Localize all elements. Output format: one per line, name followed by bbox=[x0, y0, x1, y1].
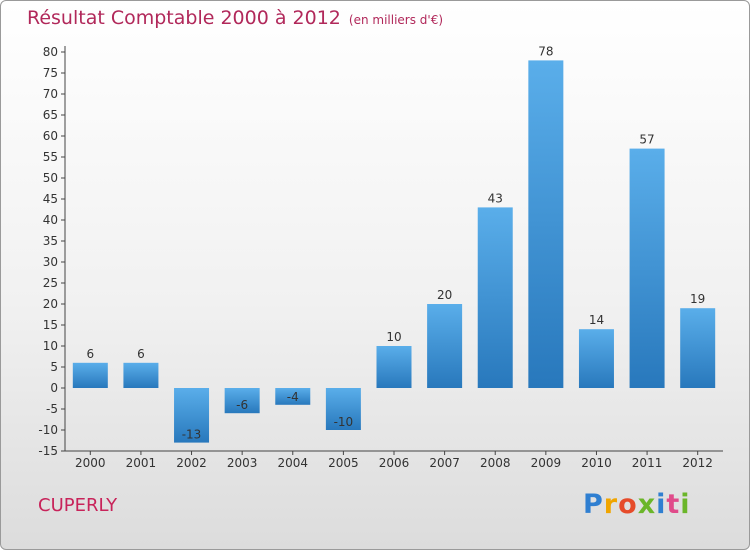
data-label: 43 bbox=[488, 191, 503, 205]
y-tick-label: 65 bbox=[43, 108, 58, 122]
data-label: -10 bbox=[334, 415, 354, 429]
x-tick-label: 2007 bbox=[429, 456, 460, 470]
bar bbox=[72, 362, 108, 388]
town-name: CUPERLY bbox=[38, 495, 118, 516]
y-tick-label: 75 bbox=[43, 66, 58, 80]
logo-letter: i bbox=[656, 489, 667, 520]
x-tick-label: 2010 bbox=[581, 456, 612, 470]
y-tick-label: 40 bbox=[43, 213, 58, 227]
chart-title-main: Résultat Comptable 2000 à 2012 bbox=[27, 7, 341, 29]
y-tick-label: 15 bbox=[43, 318, 58, 332]
x-tick-label: 2009 bbox=[531, 456, 562, 470]
data-label: -13 bbox=[182, 428, 202, 442]
bar bbox=[528, 60, 564, 389]
y-tick-label: 55 bbox=[43, 150, 58, 164]
x-tick-label: 2001 bbox=[126, 456, 157, 470]
bar bbox=[680, 308, 716, 388]
proxiti-logo: Proxiti bbox=[583, 489, 691, 520]
chart-axes: 80757065605550454035302520151050-5-10-15… bbox=[38, 45, 723, 470]
y-tick-label: 80 bbox=[43, 45, 58, 59]
y-tick-label: 30 bbox=[43, 255, 58, 269]
x-tick-label: 2000 bbox=[75, 456, 106, 470]
data-label: 78 bbox=[538, 44, 553, 58]
y-tick-label: -10 bbox=[38, 423, 58, 437]
logo-letter: P bbox=[583, 489, 604, 520]
x-tick-label: 2011 bbox=[632, 456, 663, 470]
data-label: 6 bbox=[86, 347, 94, 361]
logo-letter: t bbox=[666, 489, 681, 520]
bar bbox=[275, 388, 311, 405]
x-tick-label: 2005 bbox=[328, 456, 359, 470]
y-tick-label: -5 bbox=[46, 402, 58, 416]
y-tick-label: 35 bbox=[43, 234, 58, 248]
bar bbox=[427, 304, 463, 388]
chart-data-labels: 6 6 -13 -6 -4 -10 10 20 43 78 14 57 19 bbox=[86, 44, 705, 441]
bar bbox=[376, 346, 412, 388]
y-tick-label: 45 bbox=[43, 192, 58, 206]
chart-title-unit: (en milliers d'€) bbox=[348, 13, 444, 27]
logo-letter: i bbox=[680, 489, 691, 520]
y-tick-label: 25 bbox=[43, 276, 58, 290]
y-tick-label: 70 bbox=[43, 87, 58, 101]
y-tick-label: 50 bbox=[43, 171, 58, 185]
x-tick-label: 2004 bbox=[277, 456, 308, 470]
y-tick-label: 5 bbox=[50, 360, 58, 374]
bar bbox=[174, 388, 210, 443]
data-label: 10 bbox=[386, 330, 401, 344]
x-tick-label: 2008 bbox=[480, 456, 511, 470]
data-label: -6 bbox=[236, 398, 248, 412]
y-tick-label: 10 bbox=[43, 339, 58, 353]
data-label: 6 bbox=[137, 347, 145, 361]
data-label: 19 bbox=[690, 292, 705, 306]
chart-title: Résultat Comptable 2000 à 2012 (en millie… bbox=[27, 7, 443, 29]
y-tick-label: 0 bbox=[50, 381, 58, 395]
logo-letter: o bbox=[618, 489, 638, 520]
data-label: 20 bbox=[437, 288, 452, 302]
x-tick-label: 2012 bbox=[682, 456, 713, 470]
data-label: -4 bbox=[287, 390, 299, 404]
y-tick-label: 60 bbox=[43, 129, 58, 143]
bar bbox=[224, 388, 260, 414]
bar bbox=[629, 148, 665, 388]
bar bbox=[325, 388, 361, 430]
data-label: 57 bbox=[639, 133, 654, 147]
bar bbox=[477, 207, 513, 388]
logo-letter: r bbox=[603, 489, 619, 520]
x-tick-label: 2003 bbox=[227, 456, 258, 470]
x-tick-label: 2002 bbox=[176, 456, 207, 470]
bar bbox=[578, 329, 614, 388]
logo-letter: x bbox=[637, 489, 657, 520]
chart-bars bbox=[72, 60, 716, 443]
y-tick-label: -15 bbox=[38, 444, 58, 458]
x-tick-label: 2006 bbox=[379, 456, 410, 470]
y-tick-label: 20 bbox=[43, 297, 58, 311]
bar bbox=[123, 362, 159, 388]
data-label: 14 bbox=[589, 313, 604, 327]
